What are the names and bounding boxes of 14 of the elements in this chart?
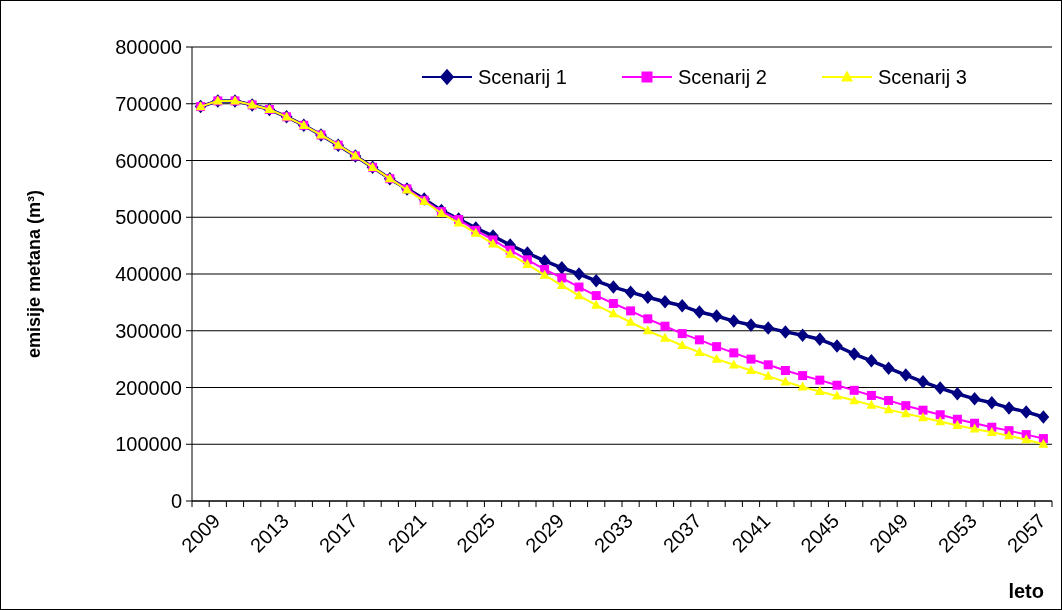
legend-label: Scenarij 1 (478, 66, 567, 88)
y-tick-label: 700000 (115, 92, 182, 115)
y-tick-label: 400000 (115, 263, 182, 285)
legend-label: Scenarij 2 (678, 66, 767, 88)
legend-label: Scenarij 3 (878, 66, 967, 88)
y-tick-label: 800000 (115, 36, 182, 58)
y-tick-label: 100000 (115, 433, 182, 456)
y-tick-label: 500000 (115, 206, 182, 229)
y-tick-label: 600000 (115, 149, 182, 172)
y-axis-title: emisije metana (m³) (24, 189, 44, 359)
y-tick-label: 0 (170, 490, 182, 512)
x-axis-title: leto (1008, 580, 1044, 602)
y-tick-label: 200000 (115, 376, 182, 399)
y-tick-label: 300000 (115, 319, 182, 342)
